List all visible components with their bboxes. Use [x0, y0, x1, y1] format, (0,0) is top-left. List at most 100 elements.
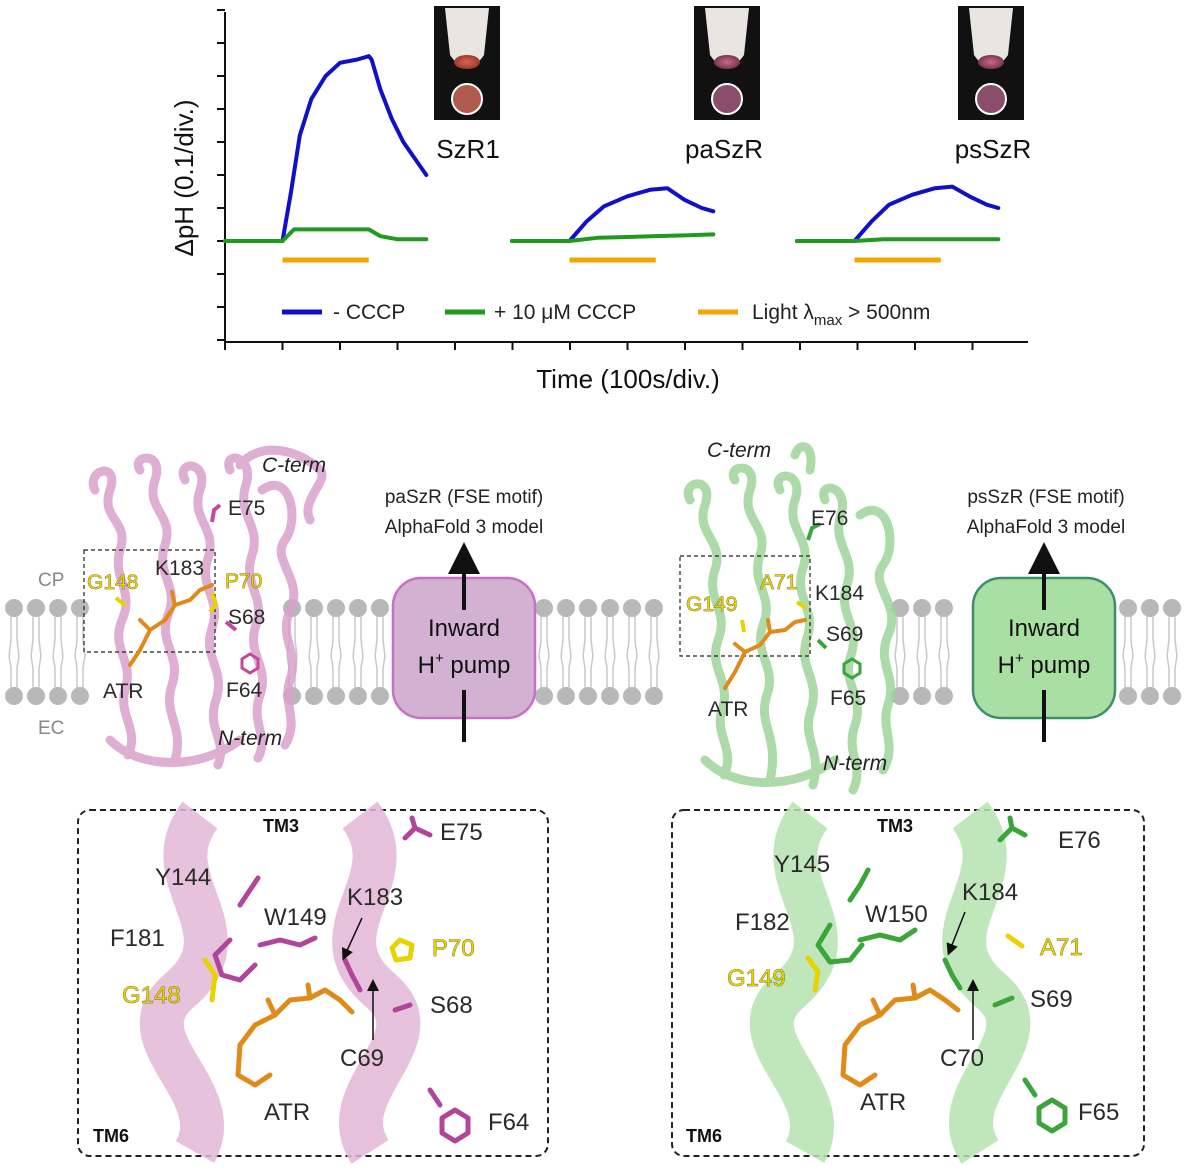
pa-overview: C-term N-term CP EC G148 K183 P70 E75 S6… — [38, 445, 327, 770]
pa-s68-stick — [224, 620, 238, 632]
ps-a71-stick — [795, 600, 808, 610]
ps-cu-w150: W150 — [865, 901, 928, 928]
ps-cu-atr: ATR — [860, 1089, 906, 1116]
legend-label-with-cccp: + 10 μM CCCP — [494, 301, 636, 324]
ps-closeup-sticks — [805, 815, 1068, 1134]
x-axis-title: Time (100s/div.) — [536, 364, 720, 394]
tube-photo-psszr — [958, 6, 1024, 120]
ps-tm6-label: TM6 — [686, 1126, 722, 1146]
bilayer-segment — [1119, 599, 1181, 705]
pa-retinal-overview — [128, 583, 214, 667]
chart-series — [223, 54, 1001, 243]
membrane-bilayers — [5, 599, 1181, 705]
pa-cu-f64: F64 — [488, 1109, 529, 1136]
pa-closeup-helices — [139, 801, 421, 1164]
ps-e76-stick — [806, 522, 821, 541]
series-line-psszr-no-cccp — [795, 184, 1001, 243]
ps-label-g149: G149 — [686, 593, 737, 616]
bilayer-segment — [283, 599, 389, 705]
ps-g149-stick — [740, 619, 746, 633]
ps-cu-k184: K184 — [962, 879, 1018, 906]
pa-label-atr: ATR — [103, 680, 143, 703]
ps-s69-stick — [816, 638, 828, 650]
pa-cu-w149: W149 — [264, 904, 327, 931]
pa-cu-g148: G148 — [122, 982, 181, 1009]
x-axis-ticks — [224, 342, 974, 350]
pa-caption-line1: paSzR (FSE motif) — [385, 487, 543, 508]
pa-pump-line2: H+ pump — [418, 650, 511, 679]
bilayer-segment — [5, 599, 89, 705]
ec-label: EC — [38, 718, 64, 739]
pa-label-s68: S68 — [228, 606, 265, 629]
pa-label-f64: F64 — [226, 679, 263, 702]
pa-closeup: TM3 TM6 E75 Y144 K183 W149 F181 P70 G148… — [77, 801, 549, 1164]
ph-chart: ΔpH (0.1/div.) Time (100s/div.) SzR1 paS… — [169, 6, 1031, 394]
pa-label-k183: K183 — [155, 557, 204, 580]
ps-cu-g149: G149 — [727, 965, 786, 992]
pa-e75-stick — [210, 503, 222, 523]
pa-protein-ribbon — [88, 445, 327, 770]
ps-label-atr: ATR — [708, 698, 748, 721]
sample-label-psszr: psSzR — [955, 134, 1032, 164]
series-line-paszr-with-cccp — [510, 232, 716, 243]
ps-label-k184: K184 — [815, 582, 864, 605]
ps-cu-y145: Y145 — [774, 851, 830, 878]
ps-k184-arrow — [946, 911, 966, 956]
pa-p70-stick — [208, 592, 219, 614]
bilayer-segment — [891, 599, 953, 705]
ps-cu-a71: A71 — [1040, 934, 1083, 961]
ps-pump-line2: H+ pump — [998, 650, 1091, 679]
ps-caption-line1: psSzR (FSE motif) — [967, 487, 1124, 508]
ps-cu-s69: S69 — [1030, 986, 1073, 1013]
tube-photo-szr1 — [434, 6, 500, 120]
ps-cu-c70: C70 — [940, 1045, 984, 1072]
chart-legend: - CCCP + 10 μM CCCP Light λmax > 500nm — [282, 301, 930, 329]
pa-label-g148: G148 — [87, 571, 138, 594]
ps-overview: C-term N-term E76 A71 G149 K184 S69 ATR … — [679, 439, 897, 795]
series-line-paszr-no-cccp — [510, 186, 716, 243]
pa-f64-ring — [240, 652, 260, 675]
legend-label-light: Light λmax > 500nm — [752, 301, 930, 329]
ps-label-f65: F65 — [830, 687, 866, 710]
pa-cu-f181: F181 — [110, 925, 165, 952]
pa-cu-c69: C69 — [340, 1045, 384, 1072]
pa-pump-line1: Inward — [428, 615, 500, 642]
pa-tm3-label: TM3 — [263, 816, 299, 836]
ps-retinal-overview — [723, 618, 807, 690]
ps-pump-line1: Inward — [1008, 615, 1080, 642]
pa-cu-e75: E75 — [440, 819, 483, 846]
ps-closeup-helices — [749, 801, 1031, 1164]
ps-cu-e76: E76 — [1058, 827, 1101, 854]
pa-caption-line2: AlphaFold 3 model — [385, 517, 543, 538]
ps-cu-f65: F65 — [1078, 1099, 1119, 1126]
series-line-psszr-with-cccp — [795, 237, 1001, 243]
pa-label-e75: E75 — [228, 497, 265, 520]
sample-label-szr1: SzR1 — [436, 134, 500, 164]
pa-cu-y144: Y144 — [155, 864, 211, 891]
pa-cu-p70: P70 — [432, 935, 475, 962]
ps-label-s69: S69 — [826, 623, 863, 646]
ps-protein-ribbon — [683, 442, 897, 795]
pa-cu-atr: ATR — [264, 1099, 310, 1126]
ps-f65-ring — [842, 657, 862, 680]
y-axis-ticks — [217, 9, 225, 341]
ps-n-term-label: N-term — [823, 752, 887, 775]
pa-cu-s68: S68 — [430, 992, 473, 1019]
y-axis-title: ΔpH (0.1/div.) — [169, 99, 199, 256]
sample-label-paszr: paSzR — [685, 134, 763, 164]
cp-label: CP — [38, 570, 64, 591]
pa-g148-stick — [114, 596, 128, 608]
pa-n-term-label: N-term — [218, 727, 282, 750]
bilayer-segment — [535, 599, 663, 705]
ps-label-a71: A71 — [760, 571, 797, 594]
legend-label-no-cccp: - CCCP — [333, 301, 405, 324]
pa-label-p70: P70 — [225, 570, 262, 593]
pa-c-term-label: C-term — [262, 454, 326, 477]
pa-k183-arrow — [342, 917, 363, 961]
ps-label-e76: E76 — [811, 507, 848, 530]
tube-photo-paszr — [694, 6, 760, 120]
ps-tm3-label: TM3 — [877, 816, 913, 836]
ps-cu-f182: F182 — [735, 909, 790, 936]
ps-closeup: TM3 TM6 E76 Y145 K184 F182 W150 A71 G149… — [671, 801, 1145, 1164]
